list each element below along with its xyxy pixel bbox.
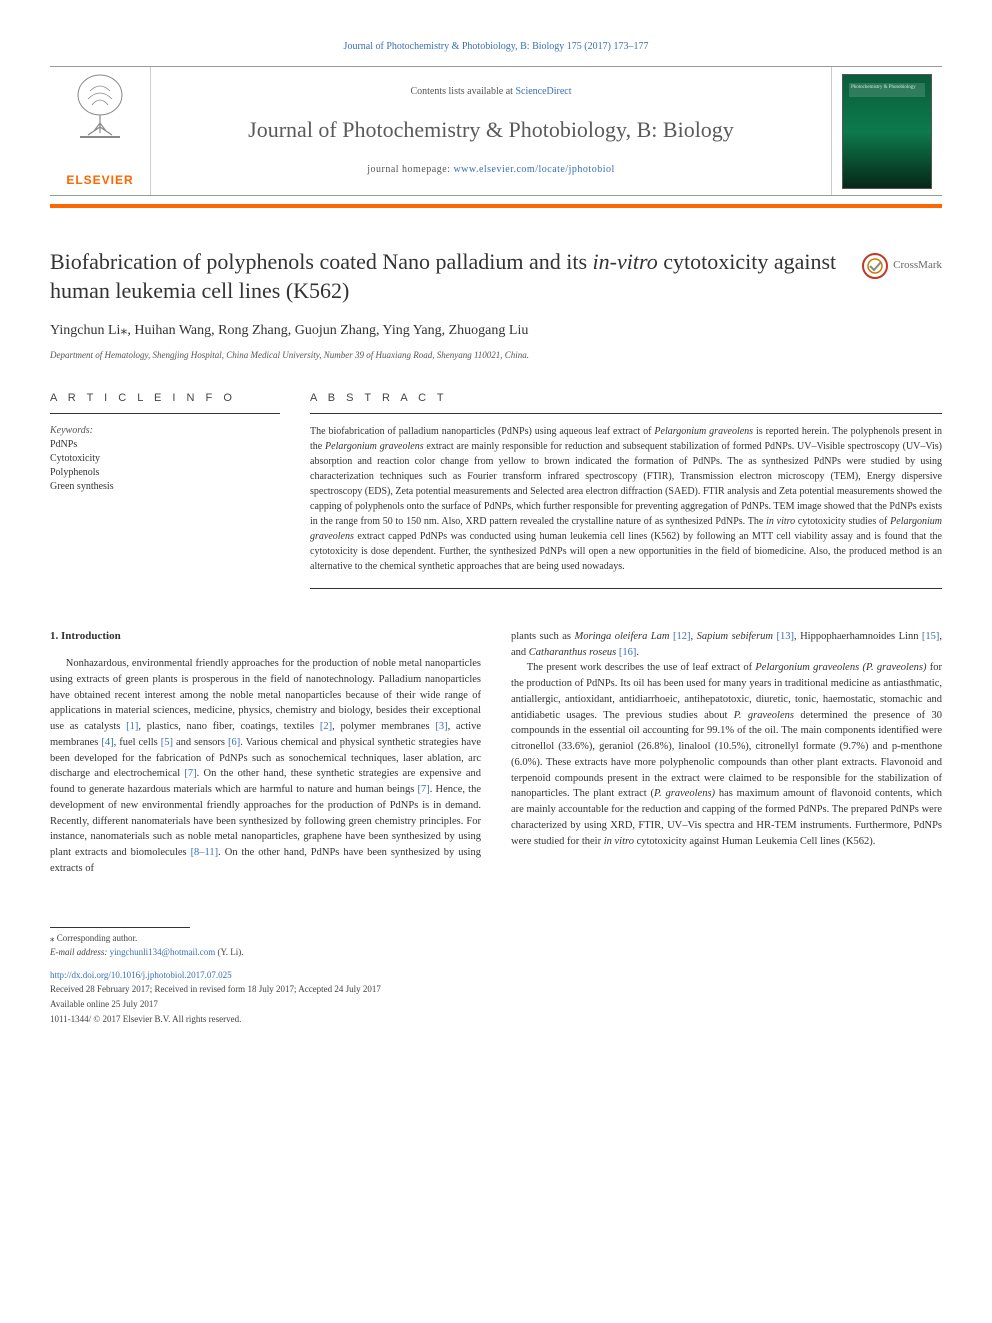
title-part-a: Biofabrication of polyphenols coated Nan… — [50, 249, 593, 274]
email-suffix: (Y. Li). — [215, 947, 243, 957]
journal-cover-thumb[interactable]: Photochemistry & Photobiology — [842, 74, 932, 189]
body-col-left: 1. Introduction Nonhazardous, environmen… — [50, 629, 481, 877]
publisher-block: ELSEVIER — [50, 67, 150, 195]
contents-line: Contents lists available at ScienceDirec… — [410, 85, 571, 99]
article-title: Biofabrication of polyphenols coated Nan… — [50, 248, 841, 305]
email-label: E-mail address: — [50, 947, 110, 957]
crossmark-label: CrossMark — [893, 258, 942, 273]
email-link[interactable]: yingchunli134@hotmail.com — [110, 947, 216, 957]
abstract-rule — [310, 588, 942, 589]
keyword-item: Green synthesis — [50, 480, 280, 494]
intro-heading: 1. Introduction — [50, 629, 481, 644]
body-columns: 1. Introduction Nonhazardous, environmen… — [50, 629, 942, 877]
keyword-item: Cytotoxicity — [50, 452, 280, 466]
doi-link[interactable]: http://dx.doi.org/10.1016/j.jphotobiol.2… — [50, 969, 942, 982]
homepage-link[interactable]: www.elsevier.com/locate/jphotobiol — [453, 164, 614, 175]
email-line: E-mail address: yingchunli134@hotmail.co… — [50, 946, 942, 959]
footer: ⁎ Corresponding author. E-mail address: … — [50, 927, 942, 1026]
homepage-line: journal homepage: www.elsevier.com/locat… — [367, 163, 615, 177]
body-paragraph: plants such as Moringa oleifera Lam [12]… — [511, 629, 942, 661]
title-part-b: in-vitro — [593, 249, 658, 274]
cover-block: Photochemistry & Photobiology — [832, 67, 942, 195]
homepage-prefix: journal homepage: — [367, 164, 453, 175]
footnote-rule — [50, 927, 190, 928]
crossmark-badge[interactable]: CrossMark — [861, 252, 942, 280]
authors: Yingchun Li⁎, Huihan Wang, Rong Zhang, G… — [50, 321, 942, 341]
article-info-col: A R T I C L E I N F O Keywords: PdNPs Cy… — [50, 391, 280, 588]
keywords-label: Keywords: — [50, 424, 280, 438]
journal-citation[interactable]: Journal of Photochemistry & Photobiology… — [50, 40, 942, 54]
abstract-col: A B S T R A C T The biofabrication of pa… — [310, 391, 942, 588]
contents-prefix: Contents lists available at — [410, 86, 515, 97]
accent-bar — [50, 204, 942, 208]
received-line: Received 28 February 2017; Received in r… — [50, 983, 942, 996]
sciencedirect-link[interactable]: ScienceDirect — [515, 86, 571, 97]
body-col-right: plants such as Moringa oleifera Lam [12]… — [511, 629, 942, 877]
keyword-item: PdNPs — [50, 438, 280, 452]
affiliation: Department of Hematology, Shengjing Hosp… — [50, 349, 942, 362]
crossmark-icon — [861, 252, 889, 280]
corresponding-author: ⁎ Corresponding author. — [50, 932, 942, 945]
abstract-text: The biofabrication of palladium nanopart… — [310, 424, 942, 574]
article-info-head: A R T I C L E I N F O — [50, 391, 280, 413]
body-paragraph: The present work describes the use of le… — [511, 660, 942, 849]
elsevier-tree-icon — [70, 73, 130, 143]
journal-name: Journal of Photochemistry & Photobiology… — [248, 115, 734, 146]
issn-line: 1011-1344/ © 2017 Elsevier B.V. All righ… — [50, 1013, 942, 1026]
header-center: Contents lists available at ScienceDirec… — [150, 67, 832, 195]
body-paragraph: Nonhazardous, environmental friendly app… — [50, 656, 481, 877]
cover-title: Photochemistry & Photobiology — [851, 85, 923, 91]
elsevier-logo[interactable]: ELSEVIER — [66, 172, 133, 189]
online-line: Available online 25 July 2017 — [50, 998, 942, 1011]
abstract-head: A B S T R A C T — [310, 391, 942, 413]
keyword-item: Polyphenols — [50, 466, 280, 480]
journal-header: ELSEVIER Contents lists available at Sci… — [50, 66, 942, 196]
